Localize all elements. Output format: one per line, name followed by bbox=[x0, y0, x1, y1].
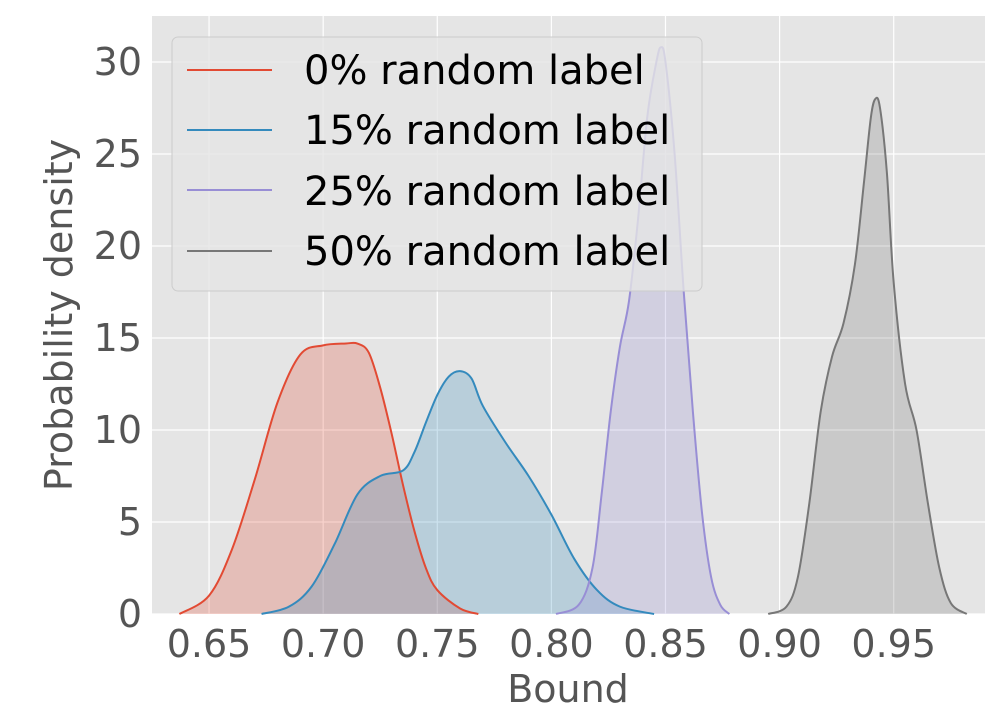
x-tick-label: 0.65 bbox=[167, 622, 252, 666]
legend-label-1: 15% random label bbox=[304, 108, 670, 154]
density-fills bbox=[179, 47, 967, 615]
y-tick-label: 5 bbox=[118, 500, 142, 544]
legend-entry: 25% random label bbox=[187, 169, 670, 215]
x-tick-label: 0.95 bbox=[851, 622, 936, 666]
y-tick-label: 0 bbox=[118, 592, 142, 636]
x-tick-label: 0.90 bbox=[737, 622, 822, 666]
density-line-0 bbox=[178, 341, 479, 615]
legend-label-0: 0% random label bbox=[304, 48, 645, 94]
y-tick-label: 30 bbox=[94, 40, 142, 84]
y-tick-labels: 0 5 10 15 20 25 30 bbox=[94, 40, 142, 636]
density-fill-3 bbox=[768, 97, 967, 615]
y-tick-label: 25 bbox=[94, 132, 142, 176]
density-fill-2 bbox=[555, 47, 730, 615]
density-fill-1 bbox=[261, 371, 655, 614]
x-tick-label: 0.70 bbox=[281, 622, 366, 666]
x-axis-label: Bound bbox=[507, 667, 629, 711]
x-tick-label: 0.80 bbox=[509, 622, 594, 666]
legend-entry: 0% random label bbox=[187, 48, 645, 94]
y-axis-label: Probability density bbox=[37, 139, 81, 491]
x-tick-label: 0.75 bbox=[395, 622, 480, 666]
y-tick-label: 15 bbox=[94, 316, 142, 360]
y-tick-label: 10 bbox=[94, 408, 142, 452]
legend-box bbox=[171, 36, 703, 292]
legend-entry: 15% random label bbox=[187, 108, 670, 154]
density-line-3 bbox=[767, 96, 968, 615]
density-line-1 bbox=[261, 370, 655, 615]
x-tick-label: 0.85 bbox=[623, 622, 708, 666]
legend-label-2: 25% random label bbox=[304, 169, 670, 215]
legend-label-3: 50% random label bbox=[304, 229, 670, 275]
legend: 0% random label 15% random label 25% ran… bbox=[171, 36, 703, 292]
legend-entry: 50% random label bbox=[187, 229, 670, 275]
x-tick-labels: 0.65 0.70 0.75 0.80 0.85 0.90 0.95 bbox=[167, 622, 936, 666]
y-tick-label: 20 bbox=[94, 224, 142, 268]
density-fill-0 bbox=[179, 342, 479, 614]
